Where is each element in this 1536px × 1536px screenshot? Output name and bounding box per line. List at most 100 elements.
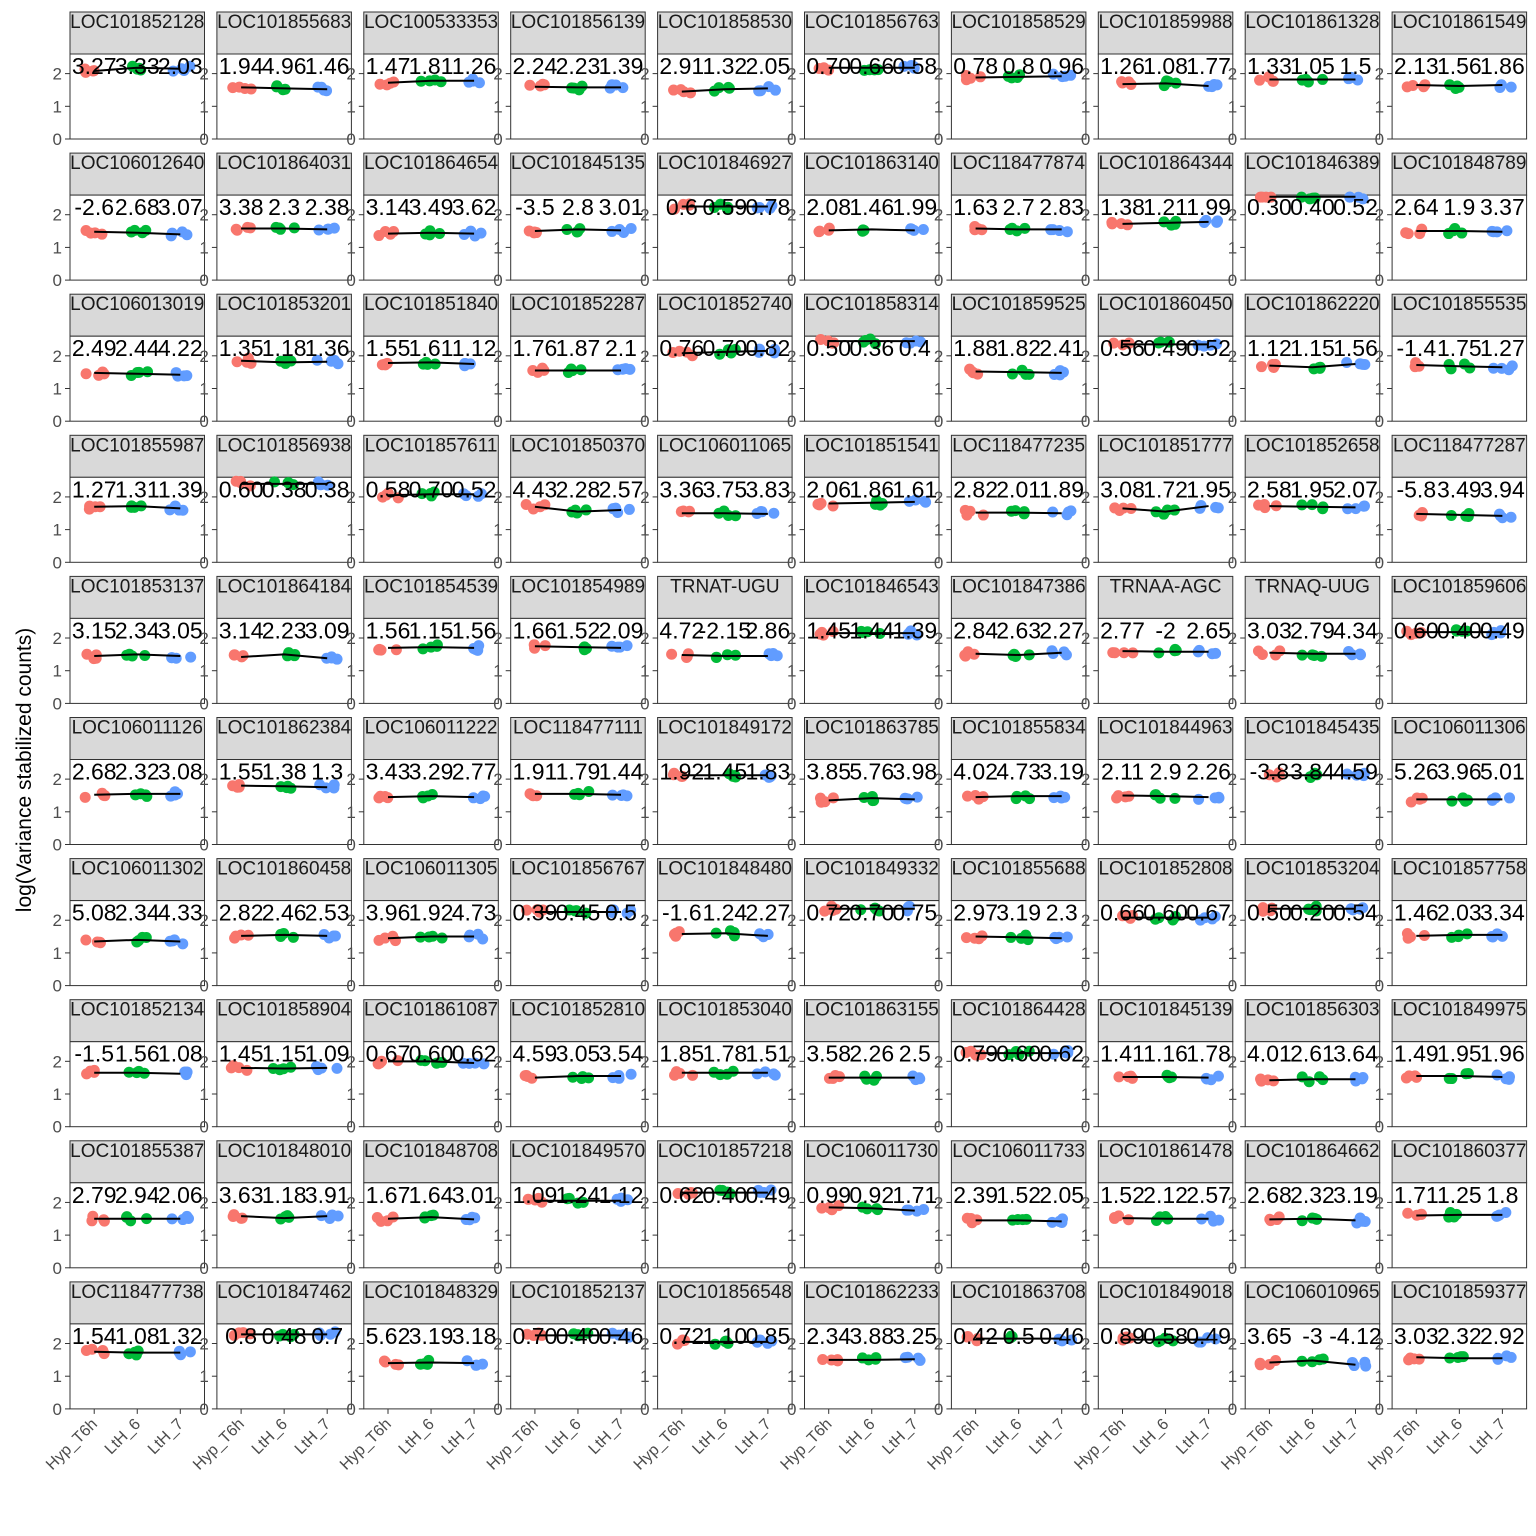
facet-title: LOC101846927 bbox=[658, 153, 792, 174]
facet-panel: LOC101853040 1.851.781.51 0 1 2 bbox=[640, 999, 793, 1137]
mean-line bbox=[387, 361, 475, 365]
value-label: 4.33 bbox=[158, 900, 203, 926]
y-tick-label: 2 bbox=[1375, 65, 1384, 84]
facet-strip bbox=[1391, 152, 1528, 196]
y-tick-label: 0 bbox=[1081, 130, 1090, 149]
value-label: 1.87 bbox=[556, 335, 601, 361]
data-point bbox=[710, 651, 722, 663]
data-point bbox=[387, 930, 399, 942]
y-tick-label: 2 bbox=[934, 629, 943, 648]
value-label: 1.56 bbox=[1437, 53, 1482, 79]
x-tick-label: Hyp_T6h bbox=[484, 1416, 542, 1474]
facet-strip bbox=[804, 293, 940, 337]
y-tick-label: 2 bbox=[1081, 65, 1090, 84]
y-tick-label: 1 bbox=[640, 238, 649, 257]
data-point bbox=[1350, 1075, 1362, 1087]
facet-strip bbox=[216, 152, 352, 196]
data-point bbox=[1358, 500, 1370, 512]
facet-panel: LOC101857611 0.580.700.52 0 1 2 bbox=[346, 434, 499, 572]
value-label: 0.60 bbox=[996, 1041, 1041, 1067]
y-tick-label: 0 bbox=[934, 553, 943, 572]
data-point bbox=[271, 81, 283, 93]
x-tick-label: Hyp_T6h bbox=[1218, 1416, 1276, 1474]
x-tick-label: LtH_6 bbox=[396, 1416, 438, 1458]
y-tick-label: 0 bbox=[53, 1259, 62, 1278]
data-point bbox=[239, 82, 251, 94]
value-label: 3.34 bbox=[1480, 900, 1525, 926]
value-label: 0.75 bbox=[892, 900, 937, 926]
facet-strip bbox=[804, 434, 940, 478]
data-point bbox=[173, 504, 185, 516]
y-tick-label: 0 bbox=[346, 1118, 355, 1137]
y-tick-label: 1 bbox=[640, 662, 649, 681]
data-point bbox=[913, 1072, 925, 1084]
y-tick-label: 2 bbox=[493, 770, 502, 789]
facet-panel: LOC101858530 2.911.322.05 0 1 2 bbox=[640, 11, 793, 149]
facet-strip bbox=[1097, 434, 1234, 478]
value-label: 0.52 bbox=[1333, 194, 1378, 220]
facet-title: LOC101864344 bbox=[1098, 153, 1233, 174]
y-tick-label: 2 bbox=[493, 206, 502, 225]
facet-strip bbox=[950, 293, 1087, 337]
facet-plot-area bbox=[804, 335, 940, 422]
mean-line bbox=[94, 66, 181, 72]
y-tick-label: 2 bbox=[53, 911, 62, 930]
y-tick-label: 2 bbox=[53, 206, 62, 225]
facet-title: LOC101855834 bbox=[952, 718, 1087, 739]
facet-panel: LOC106011730 0.990.921.71 0 1 2 bbox=[787, 1140, 940, 1278]
y-tick-label: 0 bbox=[787, 694, 796, 713]
value-label: 1.44 bbox=[849, 617, 894, 643]
facet-panel: LOC101848480 -1.6 1.242.27 0 1 2 bbox=[640, 858, 793, 996]
facet-strip bbox=[804, 575, 940, 619]
y-tick-label: 0 bbox=[1228, 412, 1237, 431]
y-tick-label: 2 bbox=[1081, 1335, 1090, 1354]
data-point bbox=[1504, 792, 1516, 804]
value-label: 2.07 bbox=[1333, 476, 1378, 502]
data-point bbox=[1402, 1207, 1414, 1219]
facet-strip bbox=[216, 11, 352, 55]
y-tick-label: 0 bbox=[787, 130, 796, 149]
facet-panel: LOC101859525 1.881.822.41 0 1 2 bbox=[934, 293, 1087, 431]
value-label: 5.26 bbox=[1394, 759, 1439, 785]
y-tick-label: 2 bbox=[640, 206, 649, 225]
data-point bbox=[131, 936, 143, 948]
x-tick-label: LtH_6 bbox=[543, 1416, 585, 1458]
x-tick-label: Hyp_T6h bbox=[925, 1416, 983, 1474]
value-label: 3.19 bbox=[1039, 759, 1084, 785]
facet-panel: LOC101849172 1.921.451.83 0 1 2 bbox=[640, 717, 793, 855]
data-point bbox=[1403, 1070, 1415, 1082]
y-tick-label: 0 bbox=[1228, 836, 1237, 855]
data-point bbox=[915, 336, 927, 348]
facet-panel: LOC101848708 1.671.643.01 0 1 2 bbox=[346, 1140, 499, 1278]
value-label: 3.29 bbox=[409, 759, 454, 785]
facet-plot-area bbox=[1244, 335, 1381, 422]
facet-title: LOC101863140 bbox=[805, 153, 939, 174]
y-tick-label: 1 bbox=[934, 1367, 943, 1386]
facet-title: LOC118477738 bbox=[71, 1282, 204, 1303]
facet-panel: LOC101852128 3.273.332.03 0 1 2 bbox=[53, 11, 205, 149]
y-tick-label: 1 bbox=[53, 1367, 62, 1386]
facet-title: LOC101849172 bbox=[658, 718, 792, 739]
y-tick-label: 2 bbox=[934, 347, 943, 366]
y-tick-label: 2 bbox=[640, 488, 649, 507]
data-point bbox=[906, 223, 918, 235]
value-label: 2.7 bbox=[1003, 194, 1035, 220]
data-point bbox=[1314, 1071, 1326, 1083]
data-point bbox=[669, 1069, 681, 1081]
facet-panel: LOC101851541 2.061.861.61 0 1 2 bbox=[787, 434, 940, 572]
y-tick-label: 2 bbox=[934, 206, 943, 225]
y-tick-label: 0 bbox=[1375, 1118, 1384, 1137]
data-point bbox=[176, 226, 188, 238]
y-tick-label: 0 bbox=[493, 977, 502, 996]
y-tick-label: 1 bbox=[493, 1226, 502, 1245]
value-label: 2.26 bbox=[1186, 759, 1231, 785]
y-tick-label: 2 bbox=[199, 347, 208, 366]
facet-title: LOC101844963 bbox=[1098, 718, 1232, 739]
y-tick-label: 0 bbox=[787, 836, 796, 855]
value-label: 0.99 bbox=[806, 1182, 851, 1208]
value-label: 1.88 bbox=[953, 335, 998, 361]
y-tick-label: 0 bbox=[1081, 836, 1090, 855]
facet-title: LOC101850370 bbox=[511, 435, 645, 456]
facet-title: LOC101859377 bbox=[1392, 1282, 1526, 1303]
facet-panel: LOC101864654 3.143.493.62 0 1 2 bbox=[346, 152, 499, 290]
